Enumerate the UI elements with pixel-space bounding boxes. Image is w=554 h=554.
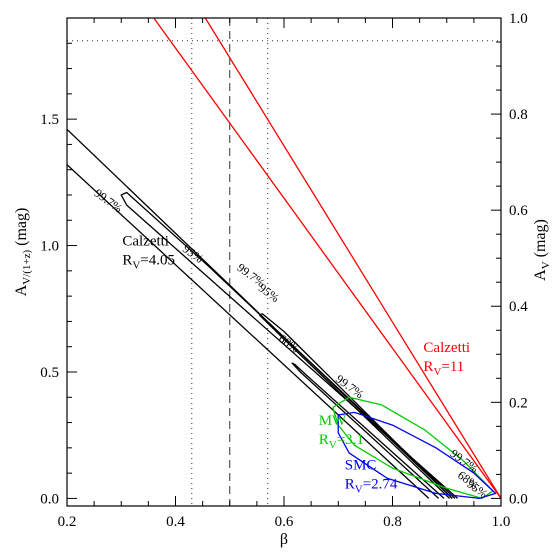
label-calzetti-red-value: =11 [441,359,464,375]
y-right-tick-label: 0.2 [509,395,528,411]
smc-rv2.74-line [337,411,497,500]
x-axis-label: β [280,531,288,548]
calzetti-rv4.05-68-line [291,362,445,499]
label-calzetti-black-line-1: RV=4.05 [122,253,175,272]
y-left-tick-label: 1.5 [40,112,59,128]
x-tick-label: 0.2 [58,514,77,530]
y-right-axis-label-unit: (mag) [532,219,549,261]
label-smc-subscript: V [355,483,363,495]
y-right-tick-label: 0.8 [509,107,528,123]
y-left-tick-label: 0.0 [40,491,59,507]
chart-series [67,18,501,500]
label-mw-subscript: V [329,439,337,451]
calzetti-rv4.05-99.7-outer-lower-line [67,164,430,499]
label-calzetti-black-value: =4.05 [140,253,175,269]
calzetti-rv4.05-95-line [258,313,453,499]
chart-labels: 99.7%95%99.7%95%68%99.7%99.7%68%95%Calze… [92,186,491,501]
y-right-axis-label: AV (mag) [532,219,552,281]
label-smc-line-1: RV=2.74 [345,476,398,495]
y-right-tick-label: 0.0 [509,491,528,507]
label-calzetti-red-line-0: Calzetti [423,340,470,356]
label-calzetti-black-line-0: Calzetti [122,234,169,250]
x-tick-label: 1.0 [492,514,511,530]
label-smc-text: SMC [345,457,377,473]
y-left-tick-label: 0.5 [40,365,59,381]
label-smc-line-0: SMC [345,457,377,473]
label-calzetti-black-subscript: V [132,260,140,272]
y-right-axis-label-sub: V [540,261,552,269]
contour-label: 95% [180,242,206,266]
calzetti-rv11-lower-line [204,18,501,499]
label-calzetti-red-subscript: V [433,366,441,378]
label-mw-line-1: RV=3.1 [319,432,364,451]
label-mw-value: =3.1 [337,432,364,448]
calzetti-rv11-upper-line [153,18,501,499]
label-mw-line-0: MW [319,413,347,429]
chart-axes: 0.2 0.4 0.6 0.8 1.0 0.0 0.5 1.0 1.5 0.0 0.2 0.4 0.6 0… [13,11,552,548]
y-right-tick-label: 1.0 [509,11,528,27]
y-right-axis-label-main: A [532,269,549,281]
y-left-axis-label: AV/(1+z) (mag) [13,208,33,297]
contour-label: 99.7% [92,186,125,216]
label-calzetti-black-text: Calzetti [122,234,169,250]
x-tick-label: 0.8 [383,514,402,530]
label-mw-text: MW [319,413,347,429]
label-calzetti-black-text: R [122,253,132,269]
label-smc-value: =2.74 [363,476,398,492]
mw-rv3.1-line [332,396,494,500]
y-left-axis-label-unit: (mag) [13,208,30,250]
y-right-tick-label: 0.6 [509,203,528,219]
label-mw-text: R [319,432,329,448]
calzetti-rv4.05-99.7-inner-line [120,191,459,499]
y-left-axis-label-main: A [13,284,30,296]
label-calzetti-red-text: Calzetti [423,340,470,356]
x-tick-label: 0.6 [275,514,294,530]
y-right-tick-label: 0.4 [509,299,528,315]
label-calzetti-red-line-1: RV=11 [423,359,464,378]
chart-background [67,18,501,506]
label-smc-text: R [345,476,355,492]
label-calzetti-red-text: R [423,359,433,375]
x-tick-label: 0.4 [166,514,185,530]
y-left-axis-label-sub: V/(1+z) [21,250,33,285]
y-left-tick-label: 1.0 [40,239,59,255]
